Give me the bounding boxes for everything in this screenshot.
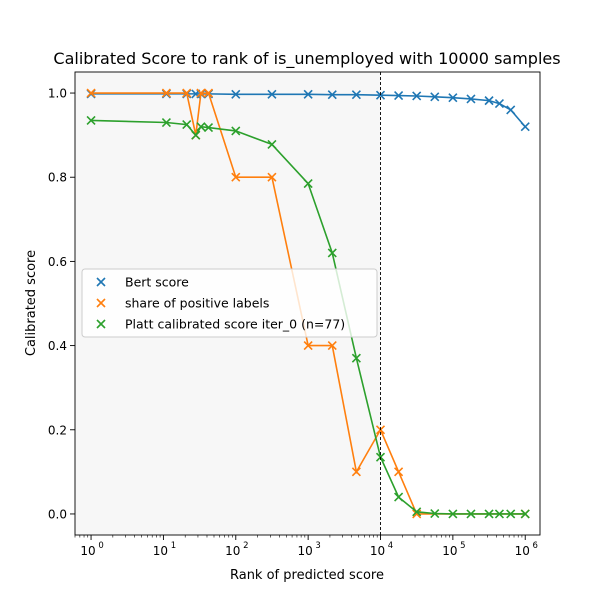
data-point <box>430 508 440 519</box>
legend: Bert score share of positive labels Platt … <box>81 268 378 338</box>
legend-label: Bert score <box>125 275 189 290</box>
legend-marker <box>96 277 106 287</box>
data-point <box>351 90 361 100</box>
data-point <box>466 509 476 519</box>
data-point <box>394 467 404 477</box>
data-point <box>231 172 241 182</box>
x-tick-label: 10 <box>80 544 95 558</box>
data-point <box>351 467 361 477</box>
data-point <box>303 89 313 99</box>
x-tick-label: 10 <box>515 544 530 558</box>
x-tick-exponent: 5 <box>460 541 465 551</box>
x-tick-label: 10 <box>298 544 313 558</box>
data-point <box>231 126 241 136</box>
data-point <box>448 93 458 103</box>
y-axis-label: Calibrated score <box>24 250 39 356</box>
legend-label: Platt calibrated score iter_0 (n=77) <box>125 317 345 332</box>
y-tick-label: 0.6 <box>48 255 67 269</box>
legend-marker <box>96 319 106 329</box>
x-axis: 10 0 10 1 10 2 10 3 10 4 10 5 10 6 <box>74 535 538 558</box>
legend-box <box>81 268 378 338</box>
data-point <box>466 94 476 104</box>
data-point <box>161 117 171 128</box>
data-point <box>86 88 96 98</box>
data-point <box>267 139 277 149</box>
y-tick-label: 0.8 <box>48 171 67 185</box>
data-point <box>412 509 422 519</box>
x-axis-label: Rank of predicted score <box>230 568 384 583</box>
y-tick-label: 0.4 <box>48 339 67 353</box>
data-point <box>520 509 530 519</box>
data-point <box>182 88 192 98</box>
data-point <box>448 509 458 519</box>
y-tick-label: 0.2 <box>48 423 67 437</box>
data-point <box>327 248 337 258</box>
chart-title: Calibrated Score to rank of is_unemploye… <box>53 49 560 69</box>
x-tick-exponent: 3 <box>315 541 320 551</box>
data-point <box>506 105 516 115</box>
y-axis: 0.0 0.2 0.4 0.6 0.8 1.0 <box>48 87 75 521</box>
legend-marker <box>96 298 106 308</box>
x-tick-exponent: 1 <box>171 541 176 551</box>
legend-label: share of positive labels <box>125 296 269 311</box>
data-point <box>494 99 504 109</box>
data-point <box>484 509 494 519</box>
y-tick-label: 0.0 <box>48 507 67 521</box>
data-point <box>506 509 516 519</box>
data-point <box>351 353 361 363</box>
series-layer <box>86 88 530 519</box>
data-point <box>327 341 337 351</box>
data-point <box>196 122 206 132</box>
data-point <box>196 88 206 98</box>
data-point <box>520 122 530 132</box>
data-point <box>161 88 171 98</box>
x-tick-label: 10 <box>153 544 168 558</box>
data-point <box>191 130 201 140</box>
x-tick-exponent: 4 <box>388 541 393 551</box>
x-tick-label: 10 <box>225 544 240 558</box>
series-2 <box>86 115 530 519</box>
data-point <box>327 90 337 100</box>
data-point <box>394 492 404 502</box>
data-point <box>303 178 313 189</box>
data-point <box>375 90 386 100</box>
data-point <box>412 91 422 101</box>
x-tick-label: 10 <box>370 544 385 558</box>
plot-frame <box>74 71 541 536</box>
data-point <box>303 341 313 351</box>
data-point <box>203 88 214 98</box>
x-tick-exponent: 2 <box>243 541 248 551</box>
data-point <box>494 509 504 519</box>
data-point <box>231 89 241 99</box>
x-tick-exponent: 6 <box>533 541 538 551</box>
x-tick-label: 10 <box>442 544 457 558</box>
data-point <box>267 172 277 182</box>
data-point <box>484 96 494 106</box>
y-tick-label: 1.0 <box>48 87 67 101</box>
series-1 <box>86 88 530 519</box>
data-point <box>430 92 440 102</box>
data-point <box>182 120 192 130</box>
data-point <box>203 122 214 133</box>
x-tick-exponent: 0 <box>98 541 103 551</box>
data-point <box>267 89 277 99</box>
data-point <box>412 507 422 517</box>
data-point <box>86 115 96 125</box>
data-point <box>394 91 404 101</box>
